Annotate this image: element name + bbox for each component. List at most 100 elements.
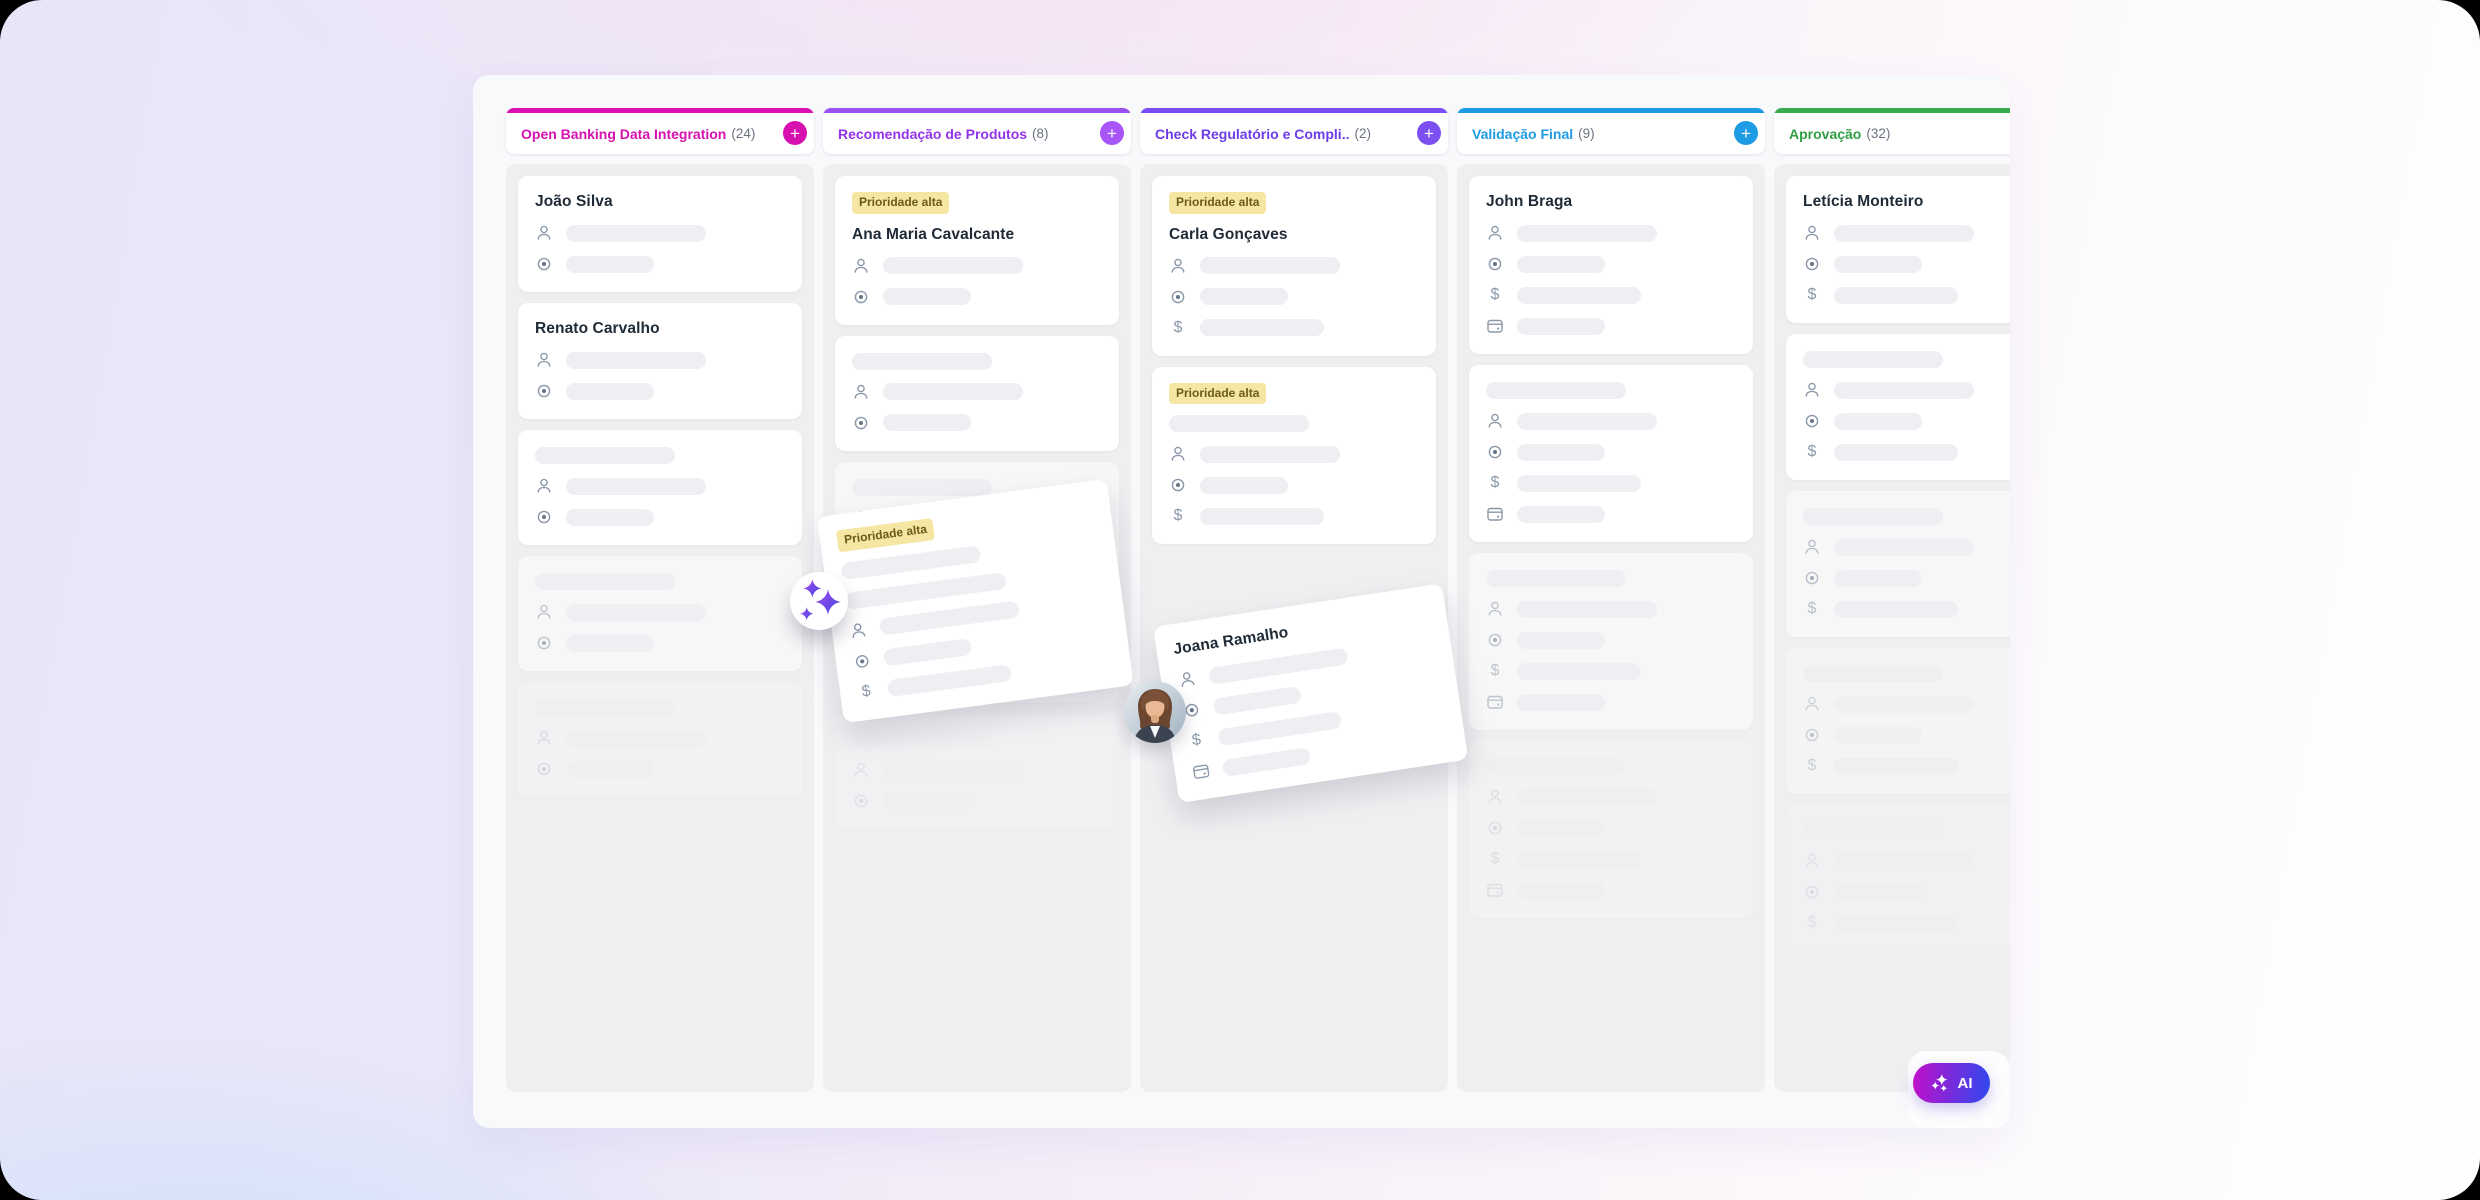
skeleton-bar — [1834, 852, 1974, 870]
kanban-card[interactable] — [835, 335, 1119, 451]
kanban-card[interactable]: $ — [1786, 648, 2010, 794]
skeleton-bar — [566, 603, 706, 621]
skeleton-title-bar — [852, 478, 992, 496]
column-body[interactable]: Letícia Monteiro $ $ $ $ $ — [1774, 164, 2010, 1092]
card-field-row — [535, 351, 785, 369]
user-icon — [1803, 381, 1821, 399]
add-card-button[interactable]: + — [1100, 121, 1124, 145]
column-count: (24) — [731, 126, 756, 141]
card-field-row: $ — [1169, 319, 1419, 337]
kanban-card[interactable]: Renato Carvalho — [518, 303, 802, 419]
add-card-button[interactable]: + — [1734, 121, 1758, 145]
skeleton-bar — [566, 382, 654, 400]
kanban-card[interactable] — [518, 556, 802, 671]
column-body[interactable]: João Silva Renato Carvalho — [506, 164, 814, 1092]
target-icon — [852, 288, 870, 306]
card-field-row — [852, 288, 1102, 306]
kanban-card[interactable]: Prioridade alta Carla Gonçaves $ — [1152, 176, 1436, 356]
card-field-row — [1803, 412, 2010, 430]
skeleton-bar — [883, 761, 1023, 779]
sparkles-icon — [1930, 1073, 1951, 1093]
skeleton-bar — [1834, 695, 1974, 713]
kanban-card[interactable] — [518, 682, 802, 797]
card-field-row — [852, 792, 1102, 810]
user-icon — [1803, 852, 1821, 870]
card-field-row — [848, 589, 1106, 641]
column-accent-bar — [1774, 108, 2010, 113]
column-header[interactable]: Validação Final (9) + — [1457, 108, 1765, 154]
kanban-card[interactable]: $ — [1469, 741, 1753, 918]
kanban-card[interactable]: $ — [1786, 805, 2010, 951]
card-field-row — [1803, 726, 2010, 744]
skeleton-bar — [566, 477, 706, 495]
kanban-card[interactable] — [518, 430, 802, 545]
skeleton-bar — [1200, 319, 1324, 337]
card-field-row — [1169, 257, 1419, 275]
kanban-card[interactable]: Prioridade alta $ — [1152, 366, 1436, 545]
skeleton-bar — [883, 792, 971, 810]
card-field-row — [1803, 538, 2010, 556]
card-title: João Silva — [535, 193, 613, 210]
skeleton-bar — [1834, 224, 1974, 242]
kanban-card[interactable] — [835, 713, 1119, 829]
column-count: (9) — [1578, 126, 1595, 141]
skeleton-bar — [1834, 255, 1922, 273]
dollar-icon: $ — [1490, 662, 1500, 679]
column-header[interactable]: Check Regulatório e Compli.. (2) + — [1140, 108, 1448, 154]
kanban-card[interactable]: Prioridade alta Ana Maria Cavalcante — [835, 176, 1119, 325]
target-icon — [1486, 819, 1504, 837]
skeleton-bar — [1517, 224, 1657, 242]
skeleton-bar — [1517, 693, 1605, 711]
column-header[interactable]: Open Banking Data Integration (24) + — [506, 108, 814, 154]
kanban-card[interactable]: Letícia Monteiro $ — [1786, 176, 2010, 323]
card-field-row — [852, 414, 1102, 432]
card-field-row — [1803, 381, 2010, 399]
kanban-card[interactable]: João Silva — [518, 176, 802, 292]
kanban-card[interactable]: $ — [1786, 491, 2010, 637]
skeleton-bar — [1212, 685, 1302, 716]
skeleton-bar — [566, 351, 706, 369]
kanban-card[interactable]: John Braga $ — [1469, 176, 1753, 354]
user-icon — [1803, 695, 1821, 713]
kanban-column: Open Banking Data Integration (24) + João S… — [506, 108, 814, 1092]
user-icon — [1803, 224, 1821, 242]
kanban-card[interactable]: $ — [1786, 334, 2010, 480]
skeleton-bar — [1834, 726, 1922, 744]
card-field-row — [1486, 788, 1736, 806]
column-header[interactable]: Recomendação de Produtos (8) + — [823, 108, 1131, 154]
dollar-icon: $ — [1807, 443, 1817, 460]
target-icon — [535, 634, 553, 652]
calendar-icon — [1486, 317, 1504, 335]
column-title: Aprovação — [1789, 125, 1862, 142]
user-icon — [852, 383, 870, 401]
add-card-button[interactable]: + — [1417, 121, 1441, 145]
skeleton-bar — [566, 224, 706, 242]
skeleton-title-bar — [1486, 570, 1626, 587]
sparkles-icon — [800, 579, 841, 621]
kanban-card[interactable]: $ — [1469, 365, 1753, 542]
column-body[interactable]: John Braga $ $ $ $ — [1457, 164, 1765, 1092]
skeleton-bar — [1517, 474, 1641, 492]
skeleton-title-bar — [1803, 351, 1943, 368]
card-field-row: $ — [1803, 914, 2010, 932]
skeleton-bar — [566, 760, 654, 778]
kanban-card[interactable]: $ — [1469, 553, 1753, 730]
user-icon — [1486, 412, 1504, 430]
card-field-row — [1803, 883, 2010, 901]
dragged-card[interactable]: Joana Ramalho $ — [1153, 583, 1469, 803]
calendar-icon — [1486, 505, 1504, 523]
card-field-row — [1486, 412, 1736, 430]
add-card-button[interactable]: + — [783, 121, 807, 145]
column-header[interactable]: Aprovação (32) — [1774, 108, 2010, 154]
dollar-icon: $ — [1173, 318, 1183, 336]
user-icon — [535, 224, 553, 242]
card-field-row: $ — [1169, 507, 1419, 525]
dollar-icon: $ — [1490, 474, 1500, 491]
card-title: Carla Gonçaves — [1169, 225, 1288, 243]
skeleton-bar — [1207, 646, 1349, 685]
priority-badge: Prioridade alta — [852, 192, 950, 214]
dragged-card[interactable]: Prioridade alta $ — [817, 478, 1134, 723]
skeleton-bar — [566, 508, 654, 526]
card-field-row — [1169, 445, 1419, 463]
ai-assistant-button[interactable]: AI — [1913, 1063, 1990, 1103]
